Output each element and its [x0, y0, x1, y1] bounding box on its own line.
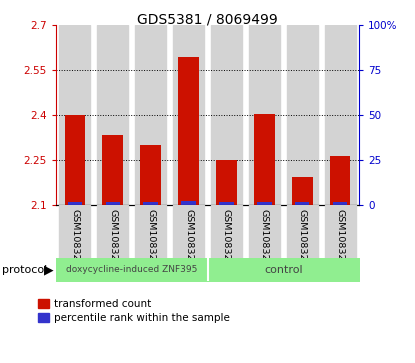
Bar	[178, 57, 199, 205]
Bar	[216, 160, 237, 205]
Bar	[135, 25, 166, 205]
Text: GSM1083286: GSM1083286	[222, 209, 231, 273]
Bar	[181, 201, 196, 205]
Bar	[287, 25, 318, 205]
Bar	[105, 201, 120, 205]
Text: GSM1083287: GSM1083287	[260, 209, 269, 273]
Text: GSM1083283: GSM1083283	[108, 209, 117, 273]
Bar	[333, 202, 347, 205]
Bar	[219, 202, 234, 205]
Bar	[254, 114, 275, 205]
Bar	[173, 25, 204, 205]
Bar	[97, 25, 128, 205]
Bar	[257, 202, 271, 205]
Text: GSM1083285: GSM1083285	[184, 209, 193, 273]
Text: GSM1083282: GSM1083282	[71, 209, 79, 273]
Bar	[59, 25, 90, 205]
Bar	[135, 205, 166, 258]
Bar	[249, 205, 280, 258]
Bar	[211, 205, 242, 258]
Text: protocol: protocol	[2, 265, 47, 274]
Bar	[173, 205, 204, 258]
Bar	[325, 205, 356, 258]
Bar	[249, 25, 280, 205]
Text: GSM1083284: GSM1083284	[146, 209, 155, 273]
Text: GSM1083289: GSM1083289	[336, 209, 344, 273]
Bar	[97, 205, 128, 258]
Bar	[59, 205, 90, 258]
Text: ▶: ▶	[44, 263, 54, 276]
Bar	[140, 145, 161, 205]
Text: control: control	[264, 265, 303, 274]
Bar	[144, 202, 158, 205]
Bar	[287, 205, 318, 258]
Bar	[65, 115, 85, 205]
Text: GSM1083288: GSM1083288	[298, 209, 307, 273]
Legend: transformed count, percentile rank within the sample: transformed count, percentile rank withi…	[39, 299, 230, 323]
Bar	[325, 25, 356, 205]
Bar	[330, 156, 350, 205]
Bar	[211, 25, 242, 205]
Bar	[292, 177, 312, 205]
Bar	[68, 201, 82, 205]
Bar	[103, 135, 123, 205]
Text: GDS5381 / 8069499: GDS5381 / 8069499	[137, 13, 278, 27]
Text: doxycycline-induced ZNF395: doxycycline-induced ZNF395	[66, 265, 198, 274]
Bar	[295, 202, 310, 205]
